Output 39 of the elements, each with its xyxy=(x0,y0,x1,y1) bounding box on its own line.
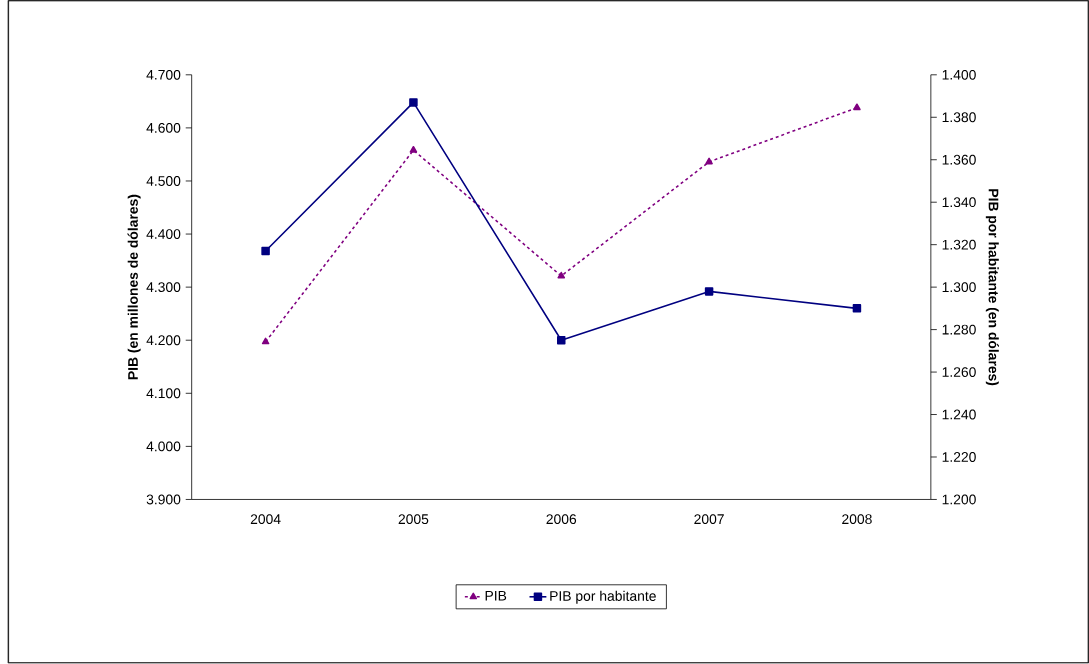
point xyxy=(261,337,270,345)
x-tick-label: 2006 xyxy=(546,514,577,525)
y2-tick-label: 1.400 xyxy=(942,70,976,80)
y2-axis-title: PIB por habitante (en dólares) xyxy=(985,189,999,386)
y2-tick-label: 1.220 xyxy=(942,452,976,463)
y-tick-label: 4.700 xyxy=(146,70,181,80)
point xyxy=(261,247,270,256)
legend-label: PIB xyxy=(485,591,507,601)
y-tick-label: 4.200 xyxy=(146,335,181,346)
x-tick-label: 2004 xyxy=(250,514,281,525)
y2-tick-label: 1.320 xyxy=(942,239,976,250)
y2-tick-label: 1.340 xyxy=(942,197,976,208)
y-tick-label: 4.300 xyxy=(146,282,181,293)
x-tick-label: 2008 xyxy=(842,514,872,525)
y-tick-label: 4.000 xyxy=(146,441,181,452)
legend-label: PIB por habitante xyxy=(550,590,656,604)
point xyxy=(704,287,714,296)
point xyxy=(705,157,713,165)
y2-tick-label: 1.280 xyxy=(942,324,976,335)
y2-tick-label: 1.240 xyxy=(942,409,976,420)
point xyxy=(409,98,418,107)
x-tick-label: 2005 xyxy=(398,514,429,525)
point xyxy=(557,271,566,279)
y2-tick-label: 1.380 xyxy=(942,112,976,123)
point xyxy=(409,146,418,153)
y-tick-label: 4.100 xyxy=(146,388,181,399)
y2-tick-label: 1.200 xyxy=(942,494,976,505)
y2-tick-label: 1.260 xyxy=(942,367,976,378)
y-tick-label: 4.600 xyxy=(146,123,181,134)
point xyxy=(853,103,861,111)
y-tick-label: 4.500 xyxy=(146,176,181,187)
y2-tick-label: 1.360 xyxy=(942,155,976,165)
y-tick-label: 3.900 xyxy=(146,494,181,505)
y-axis-title: PIB (en millones de dólares) xyxy=(127,195,141,380)
y2-tick-label: 1.300 xyxy=(942,282,976,293)
point xyxy=(557,336,566,345)
point xyxy=(852,304,862,313)
y-tick-label: 4.400 xyxy=(146,229,181,240)
x-tick-label: 2007 xyxy=(694,514,724,525)
